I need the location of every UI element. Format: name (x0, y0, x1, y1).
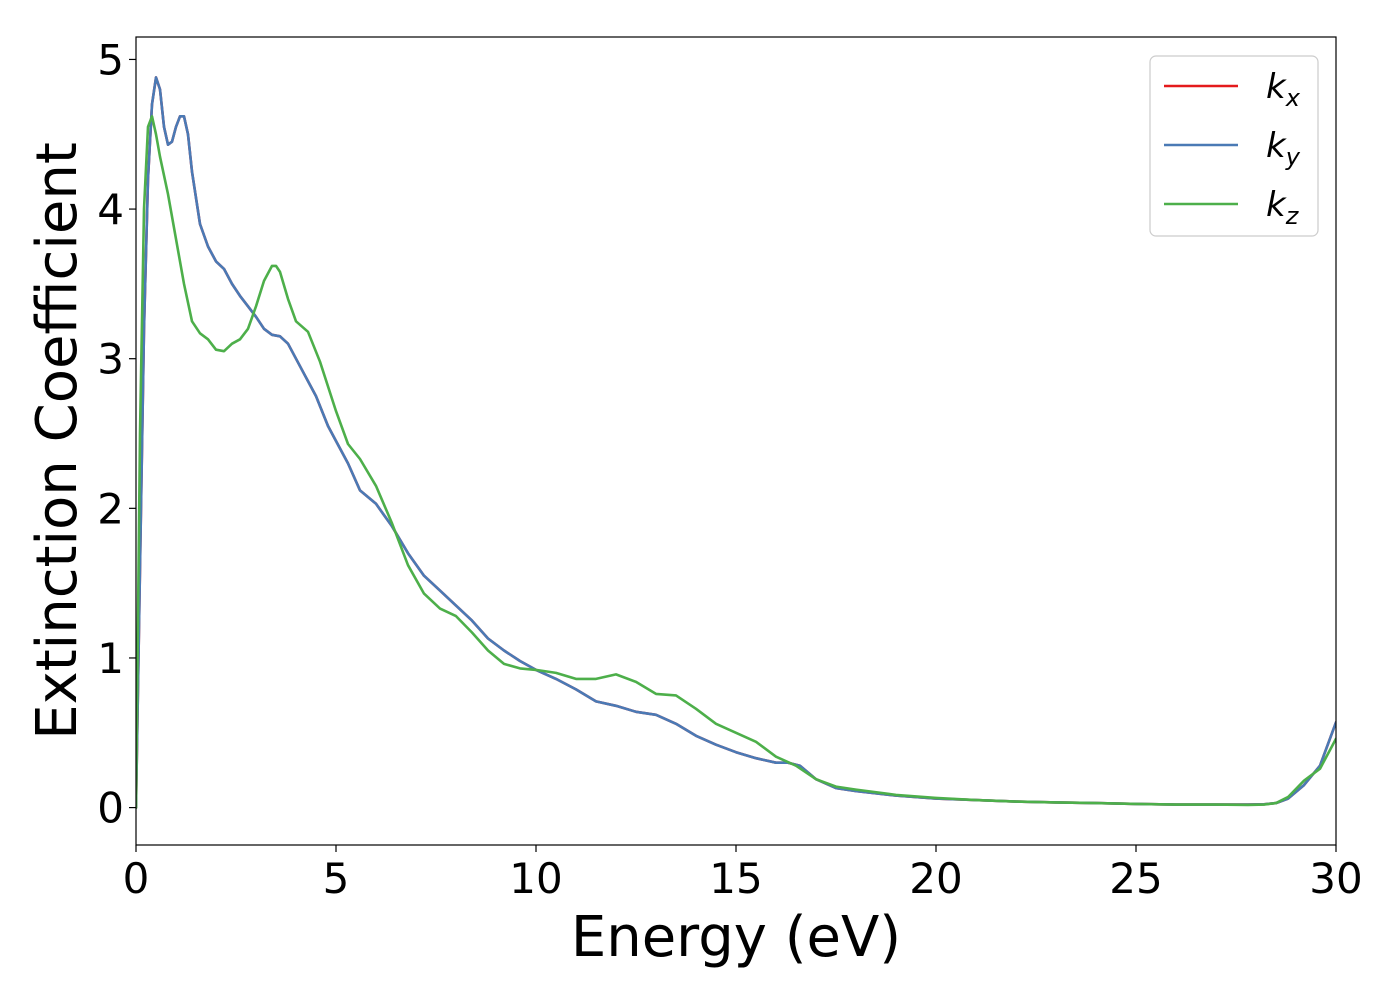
x-tick-label: 15 (709, 854, 762, 903)
y-tick-label: 3 (97, 335, 124, 384)
legend-label-sub: x (1285, 84, 1301, 112)
y-tick-label: 0 (97, 784, 124, 833)
y-axis-label: Extinction Coefficient (25, 142, 90, 740)
y-tick-label: 4 (97, 185, 124, 234)
legend-label-main: k (1266, 67, 1287, 107)
legend-label-sub: y (1285, 143, 1301, 171)
y-tick-label: 5 (97, 35, 124, 84)
x-tick-label: 25 (1109, 854, 1162, 903)
x-axis-label: Energy (eV) (571, 905, 901, 970)
legend-label-main: k (1266, 126, 1287, 166)
x-tick-label: 10 (509, 854, 562, 903)
legend-label-kz: kz (1266, 185, 1300, 230)
x-axis: 0 5 10 15 20 25 30 (123, 845, 1363, 903)
series-layer (136, 76, 1336, 809)
legend-label-main: k (1266, 185, 1287, 225)
x-tick-label: 0 (123, 854, 150, 903)
legend-label-kx: kx (1266, 67, 1301, 112)
x-tick-label: 30 (1309, 854, 1362, 903)
legend-label-sub: z (1285, 202, 1300, 230)
series-line-kz (136, 115, 1336, 809)
y-axis: 0 1 2 3 4 5 (97, 35, 136, 833)
y-tick-label: 2 (97, 484, 124, 533)
x-tick-label: 5 (323, 854, 350, 903)
x-tick-label: 20 (909, 854, 962, 903)
legend-label-ky: ky (1266, 126, 1301, 171)
y-tick-label: 1 (97, 634, 124, 683)
